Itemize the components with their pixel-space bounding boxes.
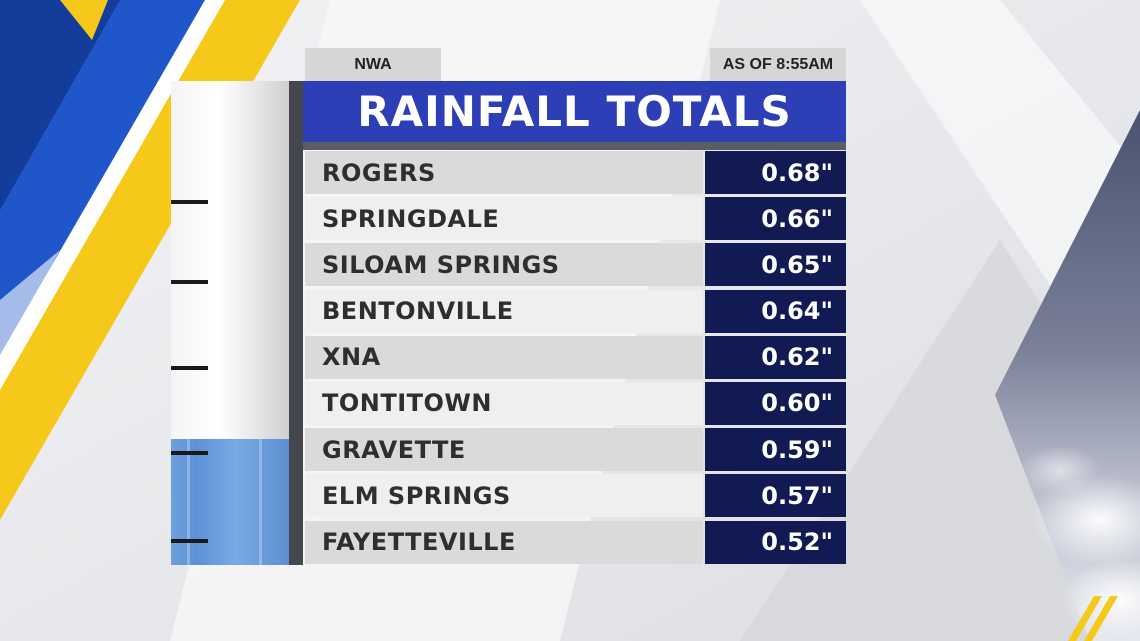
rainfall-value: 0.66" (705, 197, 846, 241)
rainfall-value: 0.52" (705, 520, 846, 564)
title-underline (303, 142, 846, 150)
table-row: FAYETTEVILLE 0.52" (305, 520, 846, 566)
city-name: GRAVETTE (305, 428, 703, 472)
city-name: ROGERS (305, 151, 703, 194)
page-title: RAINFALL TOTALS (303, 81, 846, 142)
gauge-tick (171, 200, 208, 204)
city-name: BENTONVILLE (305, 289, 703, 333)
rain-gauge (171, 81, 289, 565)
rainfall-table: ROGERS 0.68" SPRINGDALE 0.66" SILOAM SPR… (305, 150, 846, 566)
city-name: XNA (305, 335, 703, 379)
timestamp-tab: AS OF 8:55AM (710, 48, 846, 81)
gauge-divider (289, 81, 303, 565)
region-tab: NWA (305, 48, 441, 81)
rain-gauge-fill (171, 439, 289, 565)
table-row: BENTONVILLE 0.64" (305, 289, 846, 335)
rainfall-value: 0.57" (705, 474, 846, 518)
table-row: SILOAM SPRINGS 0.65" (305, 242, 846, 288)
table-row: ROGERS 0.68" (305, 150, 846, 196)
gauge-tick (171, 366, 208, 370)
table-row: XNA 0.62" (305, 335, 846, 381)
table-row: TONTITOWN 0.60" (305, 381, 846, 427)
rainfall-value: 0.62" (705, 335, 846, 379)
rainfall-value: 0.65" (705, 243, 846, 287)
rainfall-value: 0.68" (705, 151, 846, 194)
city-name: FAYETTEVILLE (305, 520, 703, 564)
city-name: SPRINGDALE (305, 197, 703, 241)
city-name: TONTITOWN (305, 381, 703, 425)
rainfall-value: 0.59" (705, 428, 846, 472)
rainfall-value: 0.64" (705, 289, 846, 333)
table-row: ELM SPRINGS 0.57" (305, 473, 846, 519)
table-row: SPRINGDALE 0.66" (305, 196, 846, 242)
city-name: SILOAM SPRINGS (305, 243, 703, 287)
gauge-tick (171, 451, 208, 455)
rainfall-value: 0.60" (705, 381, 846, 425)
city-name: ELM SPRINGS (305, 474, 703, 518)
gauge-tick (171, 280, 208, 284)
table-row: GRAVETTE 0.59" (305, 427, 846, 473)
gauge-tick (171, 539, 208, 543)
